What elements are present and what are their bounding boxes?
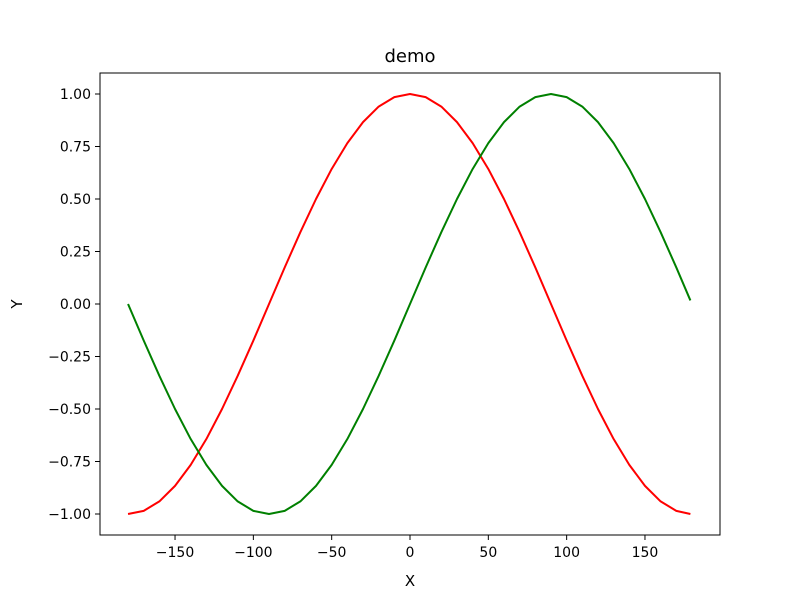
y-tick-label: 0.75 <box>60 140 91 156</box>
x-axis: −150 −100 −50 0 50 100 150 <box>156 535 659 561</box>
x-tick-label: 0 <box>406 545 415 561</box>
y-tick-label: 0.00 <box>60 297 91 313</box>
x-tick-label: −100 <box>234 545 272 561</box>
x-tick-label: 50 <box>479 545 497 561</box>
x-tick-label: −50 <box>317 545 347 561</box>
series-layer <box>127 93 692 515</box>
y-tick-label: 0.25 <box>60 245 91 261</box>
y-tick-label: 1.00 <box>60 87 91 103</box>
x-tick-label: 100 <box>553 545 580 561</box>
x-tick-label: −150 <box>156 545 194 561</box>
series-line-0 <box>127 93 691 515</box>
x-axis-label: X <box>405 572 415 590</box>
y-tick-label: −0.75 <box>48 455 91 471</box>
y-tick-label: −1.00 <box>48 507 91 523</box>
y-tick-label: 0.50 <box>60 192 91 208</box>
y-tick-label: −0.25 <box>48 350 91 366</box>
y-axis-label: Y <box>8 299 26 310</box>
series-line-1 <box>127 93 692 515</box>
x-tick-label: 150 <box>632 545 659 561</box>
chart-title: demo <box>384 46 435 67</box>
y-axis: −1.00 −0.75 −0.50 −0.25 0.00 0.25 0.50 0.75 1.00 <box>48 87 100 523</box>
y-tick-label: −0.50 <box>48 402 91 418</box>
